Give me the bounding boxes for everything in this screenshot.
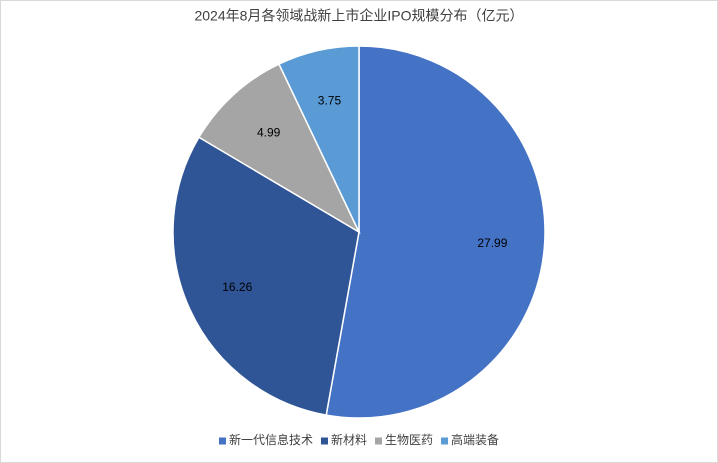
- legend-label: 高端装备: [451, 432, 499, 447]
- data-label: 3.75: [318, 94, 342, 108]
- legend-label: 生物医药: [385, 433, 433, 447]
- data-label: 4.99: [257, 125, 281, 139]
- pie-slice: [172, 136, 360, 416]
- pie-slice: [277, 45, 360, 233]
- pie-slice: [325, 45, 546, 419]
- legend-label: 新材料: [331, 432, 367, 447]
- data-label: 27.99: [477, 236, 507, 250]
- legend-label: 新一代信息技术: [229, 432, 313, 447]
- chart-title: 2024年8月各领域战新上市企业IPO规模分布（亿元）: [194, 8, 523, 24]
- pie-slice: [197, 63, 361, 234]
- legend-swatch: [441, 437, 449, 445]
- data-label: 16.26: [222, 280, 252, 294]
- legend-swatch: [320, 437, 328, 445]
- legend-swatch: [375, 437, 382, 445]
- legend-swatch: [218, 437, 226, 445]
